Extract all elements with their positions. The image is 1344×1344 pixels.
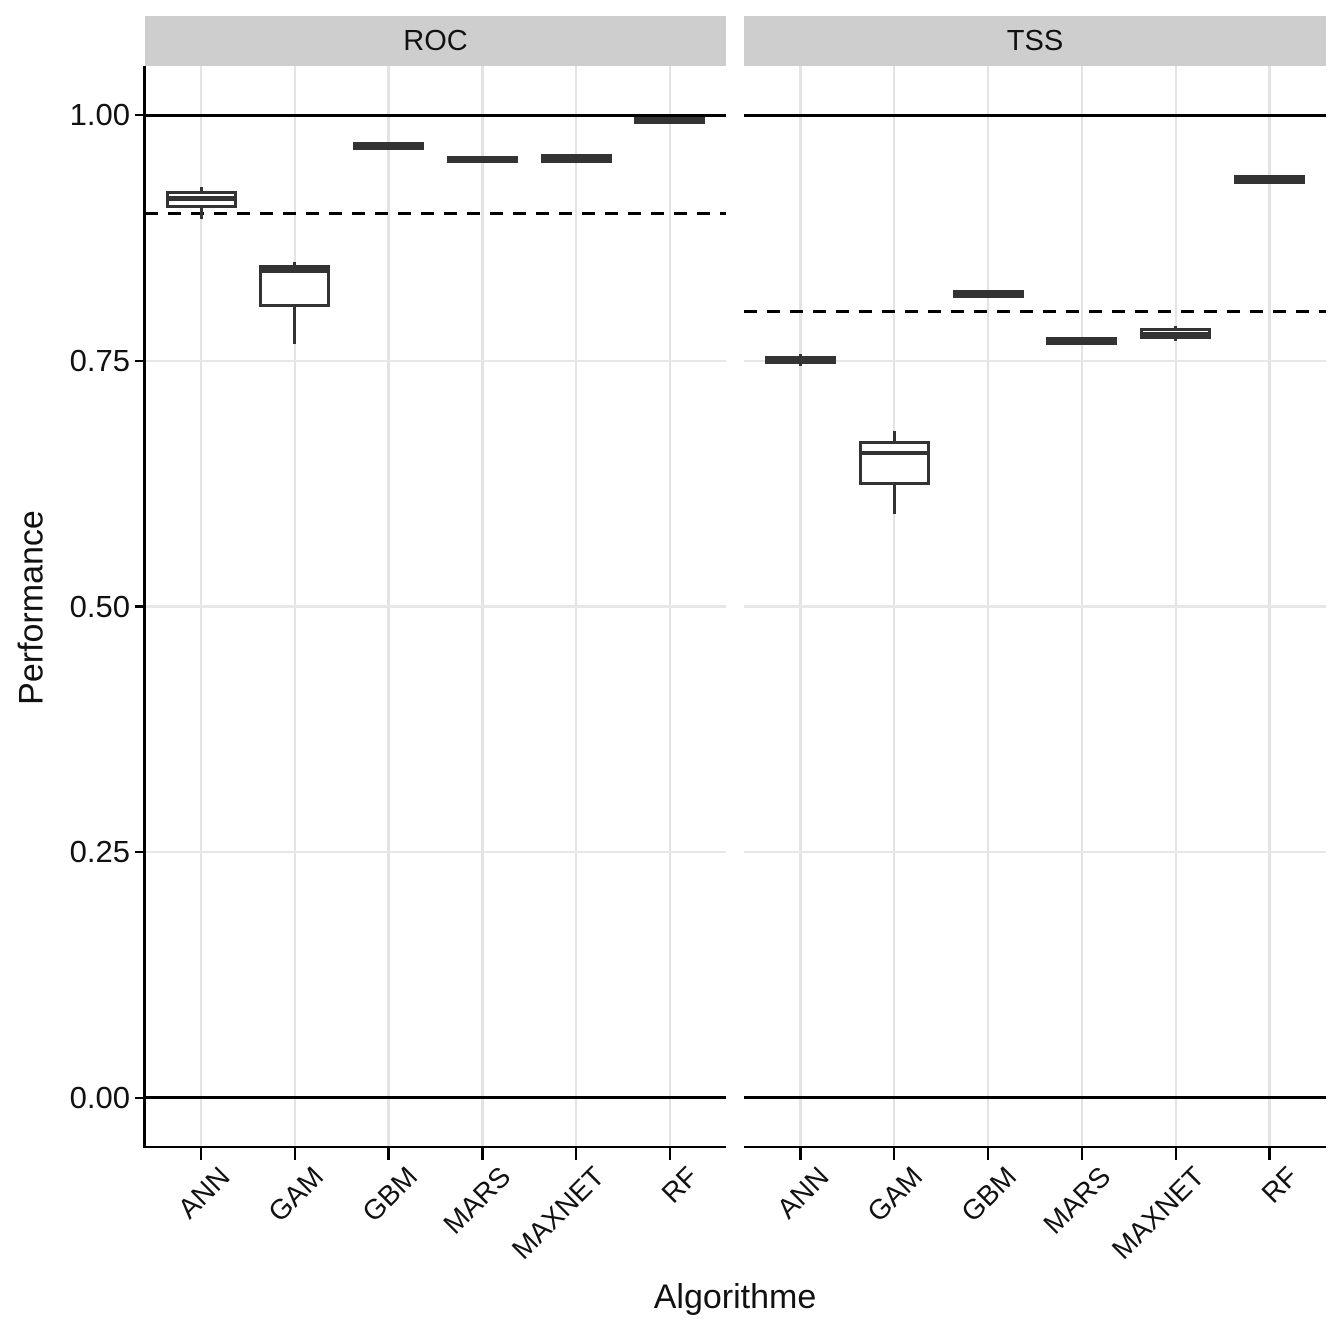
gridline-horizontal-0.50	[145, 605, 726, 608]
reference-line-solid-0	[744, 1096, 1326, 1100]
x-tick-label-roc-ann: ANN	[172, 1160, 236, 1225]
x-tick-mark-mars	[481, 1148, 484, 1160]
median-tss-maxnet	[1143, 332, 1209, 337]
median-tss-ann	[767, 357, 833, 363]
y-tick-mark	[135, 1096, 145, 1100]
box-tss-gam	[858, 441, 930, 485]
x-axis-line-tss	[744, 1145, 1326, 1149]
y-tick-label-0.25: 0.25	[69, 834, 130, 870]
x-tick-label-tss-maxnet: MAXNET	[1105, 1160, 1211, 1266]
x-tick-mark-maxnet	[1174, 1148, 1178, 1160]
facet-strip-tss: TSS	[744, 16, 1326, 66]
x-tick-label-tss-mars: MARS	[1037, 1160, 1117, 1240]
x-tick-mark-gam	[293, 1148, 297, 1160]
facet-strip-roc: ROC	[145, 16, 726, 66]
x-tick-mark-ann	[799, 1148, 802, 1160]
x-tick-label-roc-maxnet: MAXNET	[506, 1160, 611, 1266]
median-roc-maxnet	[543, 157, 609, 162]
x-tick-label-roc-rf: RF	[655, 1160, 705, 1209]
x-tick-label-tss-gbm: GBM	[955, 1160, 1023, 1228]
median-roc-gam	[262, 268, 328, 273]
reference-line-solid-1	[145, 113, 726, 117]
x-tick-mark-gam	[892, 1148, 896, 1160]
y-tick-mark	[135, 359, 145, 363]
y-tick-mark	[135, 113, 145, 117]
reference-line-solid-0	[145, 1096, 726, 1100]
y-axis-line	[143, 66, 146, 1148]
x-tick-mark-gbm	[387, 1148, 390, 1160]
median-tss-gam	[861, 450, 927, 456]
median-roc-ann	[168, 196, 234, 201]
x-tick-label-roc-gbm: GBM	[356, 1160, 424, 1228]
x-tick-mark-mars	[1080, 1148, 1084, 1160]
y-tick-mark	[135, 850, 145, 854]
gridline-horizontal-0.75	[145, 359, 726, 363]
median-tss-gbm	[955, 291, 1021, 297]
x-tick-mark-rf	[1268, 1148, 1271, 1160]
x-tick-label-tss-gam: GAM	[861, 1160, 929, 1228]
x-tick-mark-gbm	[986, 1148, 990, 1160]
reference-line-solid-1	[744, 113, 1326, 117]
x-tick-mark-ann	[199, 1148, 203, 1160]
x-axis-line-roc	[145, 1145, 726, 1149]
reference-line-dashed-0.9	[145, 211, 726, 215]
x-tick-label-tss-rf: RF	[1255, 1160, 1305, 1209]
gridline-horizontal-0.50	[744, 605, 1326, 608]
median-tss-rf	[1237, 176, 1303, 182]
median-roc-mars	[449, 157, 515, 162]
median-tss-mars	[1049, 338, 1115, 344]
y-tick-label-0.50: 0.50	[69, 588, 130, 624]
gridline-horizontal-0.75	[744, 359, 1326, 363]
x-tick-label-tss-ann: ANN	[771, 1160, 835, 1225]
gridline-horizontal-0.25	[145, 850, 726, 854]
x-tick-label-roc-mars: MARS	[437, 1160, 517, 1240]
median-roc-rf	[637, 117, 703, 123]
x-axis-title: Algorithme	[653, 1278, 817, 1316]
reference-line-dashed-0.8	[744, 310, 1326, 314]
gridline-horizontal-0.25	[744, 850, 1326, 854]
y-tick-label-1.00: 1.00	[69, 97, 130, 133]
y-tick-mark	[135, 605, 145, 608]
y-tick-label-0.75: 0.75	[69, 342, 130, 378]
x-tick-mark-maxnet	[574, 1148, 578, 1160]
x-tick-label-roc-gam: GAM	[262, 1160, 330, 1228]
x-tick-mark-rf	[668, 1148, 672, 1160]
y-tick-label-0.00: 0.00	[69, 1079, 130, 1115]
median-roc-gbm	[356, 143, 422, 148]
